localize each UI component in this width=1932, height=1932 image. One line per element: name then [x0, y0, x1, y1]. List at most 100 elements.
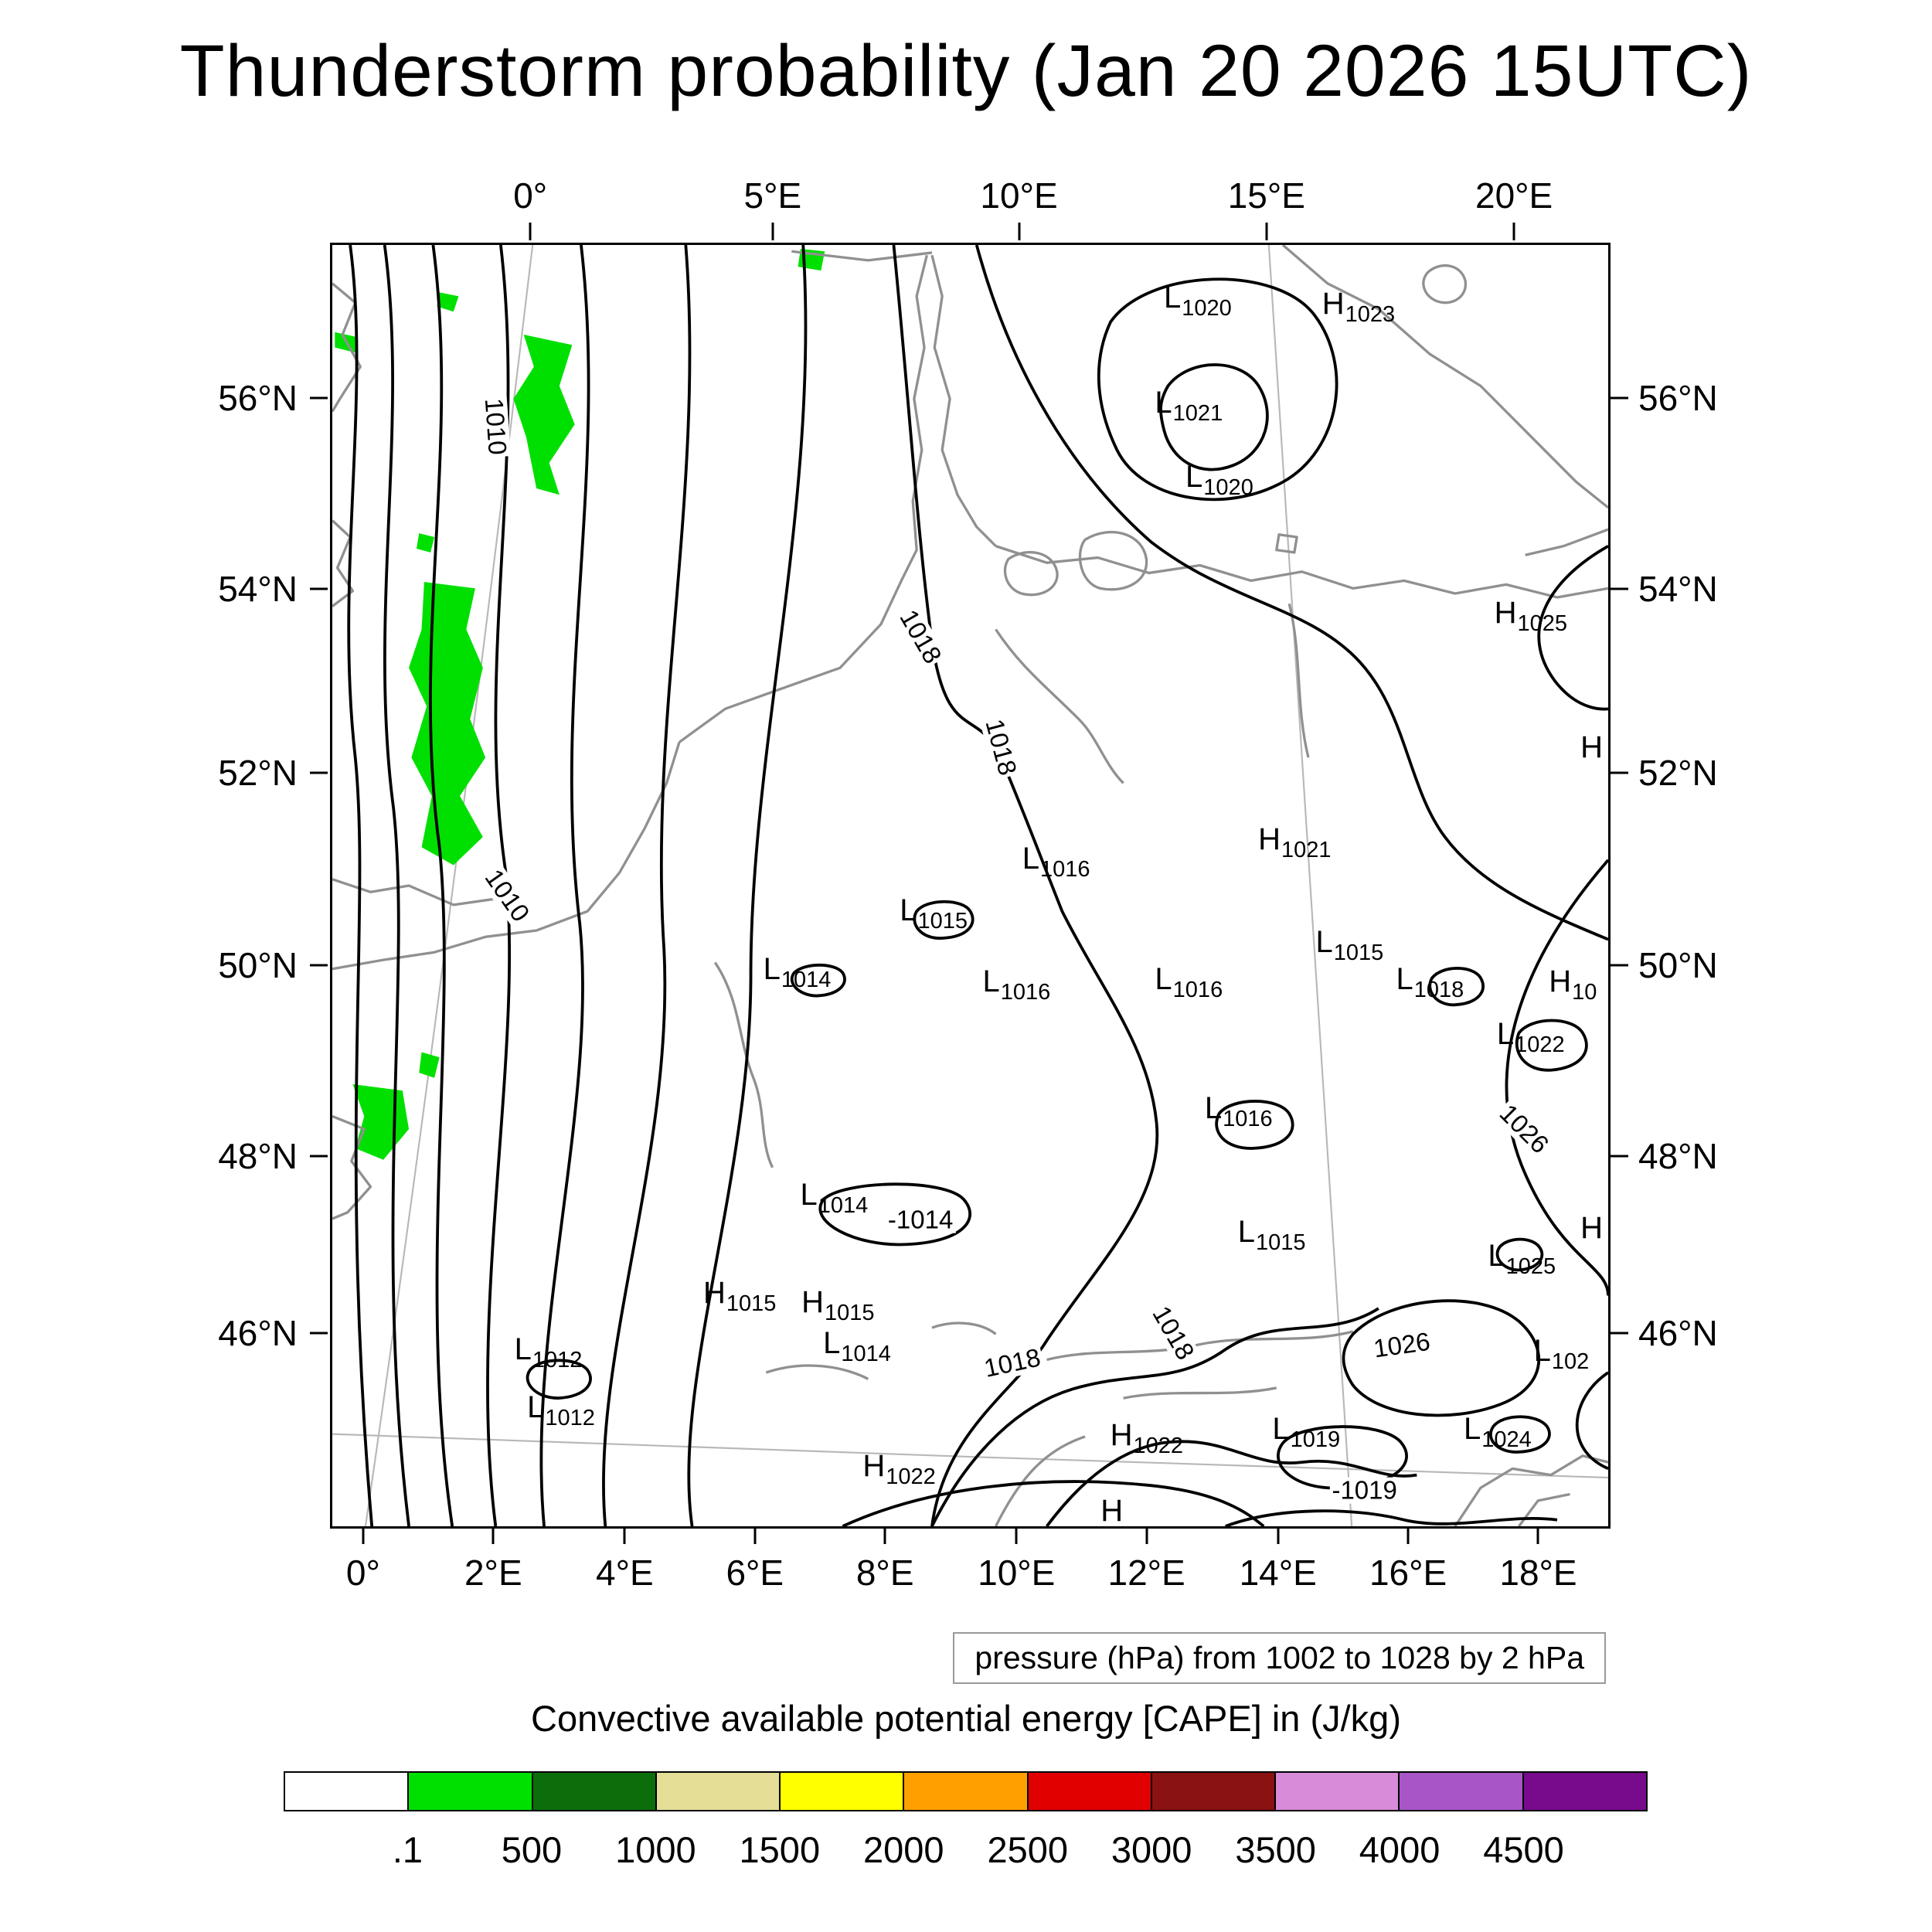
- pressure-value: 1015: [1255, 1230, 1306, 1255]
- pressure-letter: L: [1163, 280, 1182, 315]
- pressure-center-h: H1015: [801, 1284, 874, 1325]
- pressure-center-h: H: [1580, 732, 1603, 763]
- river: [713, 961, 774, 1168]
- pressure-center-l: L1016: [1204, 1091, 1273, 1131]
- axis-label-left: 54°N: [218, 568, 298, 609]
- axis-tick-right: [1611, 396, 1628, 400]
- axis-tick-bottom: [623, 1526, 626, 1544]
- pressure-letter: L: [1155, 385, 1172, 420]
- axis-tick-bottom: [753, 1526, 757, 1544]
- alpine-terrain: [931, 1321, 997, 1335]
- pressure-letter: L: [800, 1177, 818, 1212]
- pressure-center-h: H1025: [1494, 595, 1567, 635]
- axis-tick-right: [1611, 964, 1628, 967]
- isobar: [1537, 544, 1608, 711]
- colorbar-threshold-label: .1: [392, 1829, 423, 1870]
- cape-patch: [416, 533, 435, 553]
- axis-label-bottom: 14°E: [1239, 1553, 1317, 1593]
- pressure-letter: L: [514, 1332, 532, 1367]
- pressure-center-l: L1012: [527, 1392, 595, 1430]
- pressure-letter: L: [1315, 924, 1333, 959]
- pressure-letter: H: [702, 1276, 726, 1311]
- colorbar-cell: [1398, 1771, 1524, 1811]
- coastline: [332, 741, 681, 971]
- cape-patch: [352, 1083, 410, 1160]
- axis-label-right: 54°N: [1638, 568, 1718, 609]
- pressure-center-h: H10: [1549, 964, 1597, 1004]
- colorbar-cell: [1150, 1771, 1277, 1811]
- alpine-terrain: [1046, 1330, 1354, 1362]
- pressure-center-l: L1012: [514, 1332, 583, 1372]
- colorbar-threshold-label: 2500: [987, 1829, 1068, 1870]
- axis-label-right: 52°N: [1638, 753, 1718, 794]
- pressure-center-l: L1019: [1272, 1411, 1340, 1451]
- isobar: [1515, 1019, 1588, 1072]
- pressure-center-h: H1023: [1322, 288, 1395, 326]
- pressure-letter: H: [1549, 964, 1572, 999]
- pressure-letter: L: [982, 964, 1000, 999]
- axis-tick-right: [1611, 587, 1628, 590]
- axis-tick-bottom: [883, 1526, 886, 1544]
- isobar-1018: [892, 245, 1159, 1526]
- axis-label-left: 46°N: [218, 1312, 298, 1353]
- colorbar-threshold-label: 1000: [615, 1829, 696, 1870]
- pressure-letter: H: [1580, 730, 1603, 764]
- pressure-center-h: H: [1100, 1495, 1123, 1526]
- axis-tick-top: [1018, 223, 1021, 240]
- pressure-value: 1016: [1039, 857, 1090, 883]
- pressure-letter: L: [1022, 842, 1039, 876]
- pressure-letter: L: [1204, 1091, 1223, 1126]
- pressure-value: 1023: [1345, 302, 1396, 328]
- axis-label-bottom: 4°E: [596, 1553, 654, 1593]
- pressure-letter: H: [801, 1284, 824, 1319]
- coastline: [1078, 530, 1148, 591]
- pressure-value: 1014: [841, 1341, 891, 1366]
- isobar: [602, 245, 692, 1526]
- pressure-value: 1020: [1182, 295, 1232, 321]
- pressure-letter: H: [1580, 1210, 1603, 1245]
- colorbar-threshold-label: 4000: [1359, 1829, 1440, 1870]
- pressure-center-l: L1018: [1396, 962, 1464, 1002]
- isobar: [1575, 1371, 1608, 1471]
- coastline: [1454, 1454, 1608, 1526]
- alpine-terrain: [1123, 1386, 1277, 1400]
- axis-tick-left: [310, 396, 328, 400]
- isobar: [1159, 363, 1269, 471]
- axis-label-bottom: 16°E: [1369, 1553, 1447, 1593]
- axis-label-left: 48°N: [218, 1136, 298, 1177]
- isobar: [1428, 967, 1485, 1007]
- pressure-letter: L: [1155, 962, 1172, 997]
- axis-tick-bottom: [1277, 1526, 1280, 1544]
- page-title: Thunderstorm probability (Jan 20 2026 15…: [179, 30, 1753, 112]
- pressure-letter: H: [1494, 595, 1517, 630]
- axis-tick-right: [1611, 1155, 1628, 1158]
- alpine-terrain: [765, 1364, 869, 1380]
- coastline: [930, 254, 997, 547]
- axis-label-bottom: 12°E: [1107, 1553, 1185, 1593]
- coastline: [332, 282, 362, 413]
- pressure-letter: L: [1496, 1017, 1515, 1052]
- pressure-letter: L: [1396, 962, 1413, 997]
- axis-label-right: 50°N: [1638, 945, 1718, 986]
- pressure-center-l: L1014: [823, 1328, 891, 1366]
- isobar-1026: [1342, 1299, 1540, 1417]
- colorbar-threshold-label: 4500: [1483, 1829, 1564, 1870]
- pressure-center-l: L1022: [1496, 1017, 1565, 1056]
- axis-tick-right: [1611, 771, 1628, 774]
- pressure-center-l: L1020: [1185, 461, 1253, 499]
- axis-tick-bottom: [1406, 1526, 1410, 1544]
- coastline: [679, 254, 928, 743]
- colorbar-cell: [284, 1771, 410, 1811]
- pressure-center-h: H1021: [1258, 824, 1331, 862]
- colorbar-threshold-label: 500: [501, 1829, 563, 1870]
- isobar: [687, 245, 808, 1526]
- pressure-center-l: L1016: [1155, 962, 1223, 1002]
- pressure-letter: L: [1272, 1411, 1290, 1446]
- axis-tick-bottom: [1015, 1526, 1018, 1544]
- pressure-value: 1022: [1515, 1032, 1565, 1058]
- coastline: [1003, 551, 1059, 597]
- pressure-center-h: H: [1580, 1213, 1603, 1243]
- axis-label-left: 56°N: [218, 377, 298, 418]
- axis-tick-bottom: [492, 1526, 495, 1544]
